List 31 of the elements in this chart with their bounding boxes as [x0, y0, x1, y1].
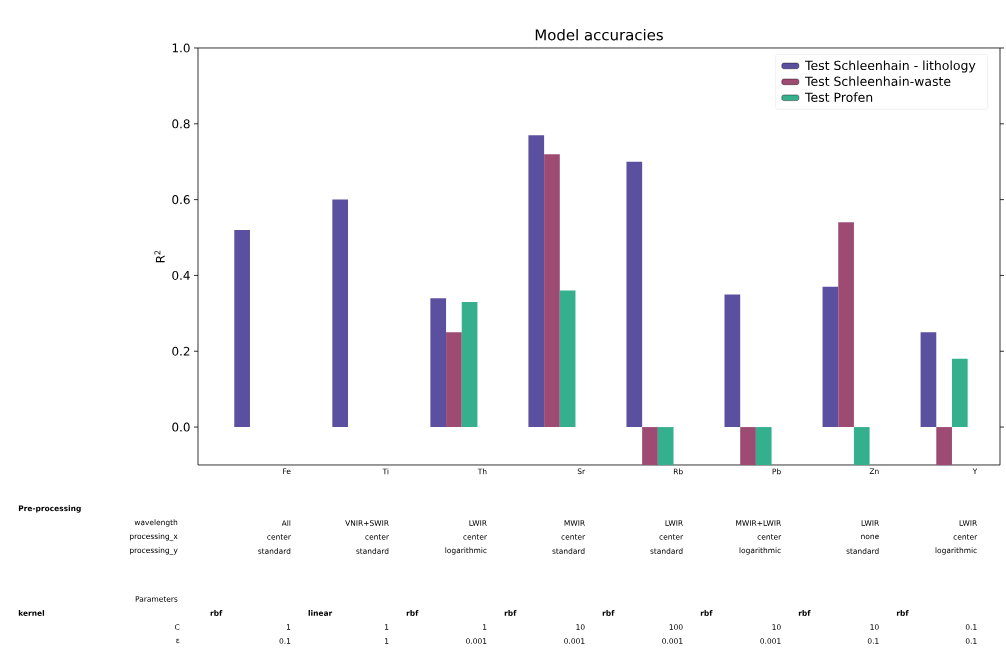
y-tick-label: 0.0 — [172, 422, 190, 432]
bar — [822, 286, 839, 428]
bar — [755, 427, 772, 465]
legend-label: Test Schleenhain - lithology — [804, 60, 976, 73]
y-tick-label: 0.6 — [172, 195, 190, 205]
y-tick-label: 0.4 — [172, 270, 190, 280]
y-tick-label: 1.0 — [172, 43, 190, 53]
y-axis-title: R$^{2}$ — [154, 250, 165, 263]
y-tick-label: 0.8 — [172, 119, 190, 129]
bar — [528, 135, 545, 428]
bar — [642, 427, 658, 465]
bar — [544, 154, 560, 428]
bar — [657, 427, 674, 465]
bar — [838, 222, 854, 428]
bar — [920, 332, 937, 428]
bar — [936, 427, 952, 465]
bar — [626, 161, 643, 428]
bar — [740, 427, 756, 465]
bar — [446, 332, 462, 428]
bar — [724, 294, 741, 428]
legend-label: Test Schleenhain-waste — [804, 76, 951, 87]
legend-label: Test Profen — [804, 92, 873, 102]
chart-title: Model accuracies — [535, 28, 663, 41]
y-tick-label: 0.2 — [172, 346, 190, 356]
bar — [461, 301, 478, 428]
bar — [430, 298, 447, 428]
bar — [559, 290, 576, 428]
bar — [332, 199, 349, 428]
bar — [951, 358, 968, 428]
bar — [853, 427, 870, 465]
bar — [234, 229, 250, 428]
